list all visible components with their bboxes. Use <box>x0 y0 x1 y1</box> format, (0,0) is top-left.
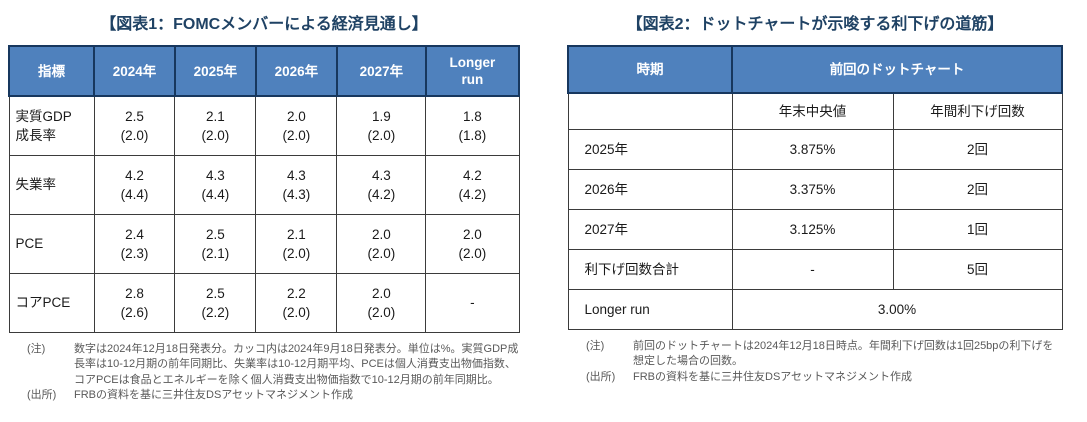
row-label-core-pce: コアPCE <box>8 272 95 333</box>
figure2-note: (注) 前回のドットチャートは2024年12月18日時点。年間利下げ回数は1回2… <box>586 339 1063 370</box>
table-cell: 4.2 (4.2) <box>425 154 520 215</box>
note-text: 数字は2024年12月18日発表分。カッコ内は2024年9月18日発表分。単位は… <box>74 342 519 386</box>
table-cell: - <box>425 272 520 333</box>
cuts-cell: 2回 <box>892 128 1063 170</box>
note-text: 前回のドットチャートは2024年12月18日時点。年間利下げ回数は1回25bpの… <box>633 339 1054 368</box>
subheader-row: 年末中央値 年間利下げ回数 <box>567 92 1063 130</box>
row-label-2026: 2026年 <box>567 168 733 210</box>
subheader-blank-cell <box>567 92 733 130</box>
dot-chart-rate-cut-table: 時期 前回のドットチャート 年末中央値 年間利下げ回数 2025年 3.875%… <box>567 45 1063 330</box>
figure1-source: (出所) FRBの資料を基に三井住友DSアセットマネジメント作成 <box>27 388 520 404</box>
col-header-2025: 2025年 <box>173 45 257 97</box>
source-label: (出所) <box>586 370 616 383</box>
table-cell: 1.9 (2.0) <box>336 95 427 156</box>
col-header-indicator: 指標 <box>8 45 95 97</box>
table-cell: 2.0 (2.0) <box>336 213 427 274</box>
table-cell: 2.4 (2.3) <box>93 213 176 274</box>
col-header-2024: 2024年 <box>93 45 176 97</box>
table-cell: 2.1 (2.0) <box>255 213 338 274</box>
source-label: (出所) <box>27 389 57 401</box>
table-row-gdp: 実質GDP 成長率 2.5 (2.0) 2.1 (2.0) 2.0 (2.0) … <box>8 95 520 156</box>
median-cell: 3.125% <box>731 208 894 250</box>
cuts-cell: 2回 <box>892 168 1063 210</box>
table-cell: 2.0 (2.0) <box>255 95 338 156</box>
figure2-panel: 【図表2：ドットチャートが示唆する利下げの道筋】 時期 前回のドットチャート 年… <box>567 10 1063 385</box>
row-label-unemployment-rate: 失業率 <box>8 154 95 215</box>
table-row-pce: PCE 2.4 (2.3) 2.5 (2.1) 2.1 (2.0) 2.0 (2… <box>8 213 520 274</box>
figure2-source: (出所) FRBの資料を基に三井住友DSアセットマネジメント作成 <box>586 370 1063 386</box>
table-cell: 4.3 (4.2) <box>336 154 427 215</box>
table-cell: 4.2 (4.4) <box>93 154 176 215</box>
table-cell: 2.8 (2.6) <box>93 272 176 333</box>
note-label: (注) <box>27 342 46 355</box>
col-header-period: 時期 <box>567 45 733 94</box>
fomc-economic-outlook-table: 指標 2024年 2025年 2026年 2027年 Longer run 実質… <box>8 45 521 333</box>
col-header-longer-run: Longer run <box>424 45 521 97</box>
subheader-year-end-median: 年末中央値 <box>731 92 894 130</box>
figure1-title: 【図表1：FOMCメンバーによる経済見通し】 <box>100 16 428 33</box>
table-row-unemployment: 失業率 4.2 (4.4) 4.3 (4.4) 4.3 (4.3) 4.3 (4… <box>8 154 520 215</box>
table-row-2027: 2027年 3.125% 1回 <box>567 208 1063 250</box>
row-label-real-gdp-growth: 実質GDP 成長率 <box>8 95 95 156</box>
note-label: (注) <box>586 339 605 352</box>
figure1-note: (注) 数字は2024年12月18日発表分。カッコ内は2024年9月18日発表分… <box>27 342 520 389</box>
table-cell: 2.5 (2.0) <box>93 95 176 156</box>
median-cell: 3.875% <box>731 128 894 170</box>
table-cell: 2.0 (2.0) <box>336 272 427 333</box>
row-label-2025: 2025年 <box>567 128 733 170</box>
table-row-total-cuts: 利下げ回数合計 - 5回 <box>567 248 1063 290</box>
table-row-core-pce: コアPCE 2.8 (2.6) 2.5 (2.2) 2.2 (2.0) 2.0 … <box>8 272 520 333</box>
cuts-cell: 1回 <box>892 208 1063 250</box>
row-label-total-cuts: 利下げ回数合計 <box>567 248 733 290</box>
table-row-longer-run: Longer run 3.00% <box>567 288 1063 330</box>
subheader-annual-cuts: 年間利下げ回数 <box>892 92 1063 130</box>
median-cell: 3.375% <box>731 168 894 210</box>
table-cell: 2.1 (2.0) <box>174 95 257 156</box>
median-cell: - <box>731 248 894 290</box>
cuts-cell: 5回 <box>892 248 1063 290</box>
row-label-2027: 2027年 <box>567 208 733 250</box>
figure2-title: 【図表2：ドットチャートが示唆する利下げの道筋】 <box>626 16 1004 33</box>
table-cell: 4.3 (4.4) <box>174 154 257 215</box>
table-row-2026: 2026年 3.375% 2回 <box>567 168 1063 210</box>
table-cell: 1.8 (1.8) <box>425 95 520 156</box>
table-cell: 2.5 (2.1) <box>174 213 257 274</box>
figure2-footnote: (注) 前回のドットチャートは2024年12月18日時点。年間利下げ回数は1回2… <box>567 339 1063 386</box>
col-header-2026: 2026年 <box>254 45 338 97</box>
source-text: FRBの資料を基に三井住友DSアセットマネジメント作成 <box>74 389 354 401</box>
longer-run-value-cell: 3.00% <box>731 288 1063 330</box>
table-cell: 2.2 (2.0) <box>255 272 338 333</box>
table-cell: 2.0 (2.0) <box>425 213 520 274</box>
header-row: 指標 2024年 2025年 2026年 2027年 Longer run <box>8 45 521 97</box>
figure1-panel: 【図表1：FOMCメンバーによる経済見通し】 指標 2024年 2025年 20… <box>8 10 521 404</box>
source-text: FRBの資料を基に三井住友DSアセットマネジメント作成 <box>633 370 913 383</box>
row-label-longer-run: Longer run <box>567 288 733 330</box>
table-cell: 2.5 (2.2) <box>174 272 257 333</box>
col-header-previous-dot-chart: 前回のドットチャート <box>731 45 1063 94</box>
header-row: 時期 前回のドットチャート <box>567 45 1063 94</box>
figure1-footnote: (注) 数字は2024年12月18日発表分。カッコ内は2024年9月18日発表分… <box>8 342 520 404</box>
table-row-2025: 2025年 3.875% 2回 <box>567 128 1063 170</box>
col-header-2027: 2027年 <box>335 45 427 97</box>
row-label-pce: PCE <box>8 213 95 274</box>
table-cell: 4.3 (4.3) <box>255 154 338 215</box>
